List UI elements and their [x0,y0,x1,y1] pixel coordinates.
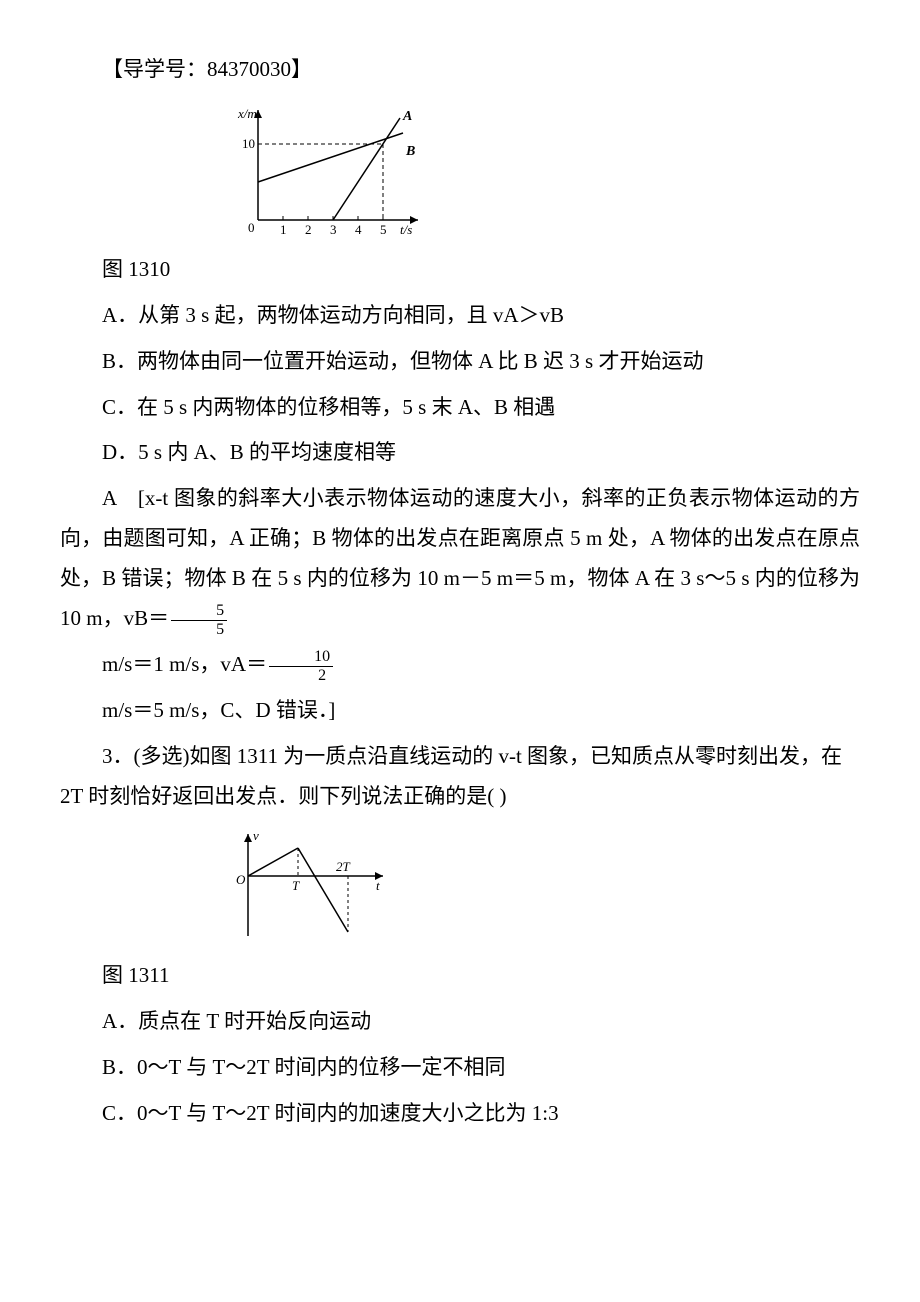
svg-text:0: 0 [248,220,255,235]
svg-text:1: 1 [280,222,287,237]
svg-text:4: 4 [355,222,362,237]
q3-option-a: A．质点在 T 时开始反向运动 [60,1002,860,1042]
q2-answer-line2-pre: m/s＝1 m/s，vA＝ [102,652,267,676]
svg-text:x/m: x/m [237,106,257,121]
q3-stem: 3．(多选)如图 1311 为一质点沿直线运动的 v-t 图象，已知质点从零时刻… [60,737,860,817]
q2-answer-line2: m/s＝1 m/s，vA＝102 [60,645,860,685]
svg-text:O: O [236,872,246,887]
svg-text:3: 3 [330,222,337,237]
svg-text:2: 2 [305,222,312,237]
q2-option-b: B．两物体由同一位置开始运动，但物体 A 比 B 迟 3 s 才开始运动 [60,342,860,382]
svg-text:B: B [405,144,415,159]
q2-option-a: A．从第 3 s 起，两物体运动方向相同，且 vA＞vB [60,296,860,336]
svg-text:5: 5 [380,222,387,237]
q2-option-c: C．在 5 s 内两物体的位移相等，5 s 末 A、B 相遇 [60,388,860,428]
figure-1311-label: 图 1311 [60,956,860,996]
figure-1310-graph: x/m t/s 0 1 2 3 4 5 10 B A [228,100,860,240]
q2-answer-line1: A [x-t 图象的斜率大小表示物体运动的速度大小，斜率的正负表示物体运动的方向… [60,479,860,639]
q2-option-d: D．5 s 内 A、B 的平均速度相等 [60,433,860,473]
svg-text:t: t [376,878,380,893]
svg-text:T: T [292,878,300,893]
svg-text:2T: 2T [336,859,351,874]
svg-text:A: A [402,109,412,124]
q3-option-c: C．0～T 与 T～2T 时间内的加速度大小之比为 1:3 [60,1094,860,1134]
q3-option-b: B．0～T 与 T～2T 时间内的位移一定不相同 [60,1048,860,1088]
guide-number: 【导学号：84370030】 [60,50,860,90]
q2-answer-letter: A [102,486,116,510]
svg-text:10: 10 [242,136,255,151]
svg-text:t/s: t/s [400,222,412,237]
svg-text:v: v [253,828,259,843]
fraction-5-over-5: 55 [171,602,227,638]
q2-answer-line3: m/s＝5 m/s，C、D 错误．] [60,691,860,731]
figure-1311-graph: v t O T 2T [228,826,860,946]
fraction-10-over-2: 102 [269,648,333,684]
figure-1310-label: 图 1310 [60,250,860,290]
